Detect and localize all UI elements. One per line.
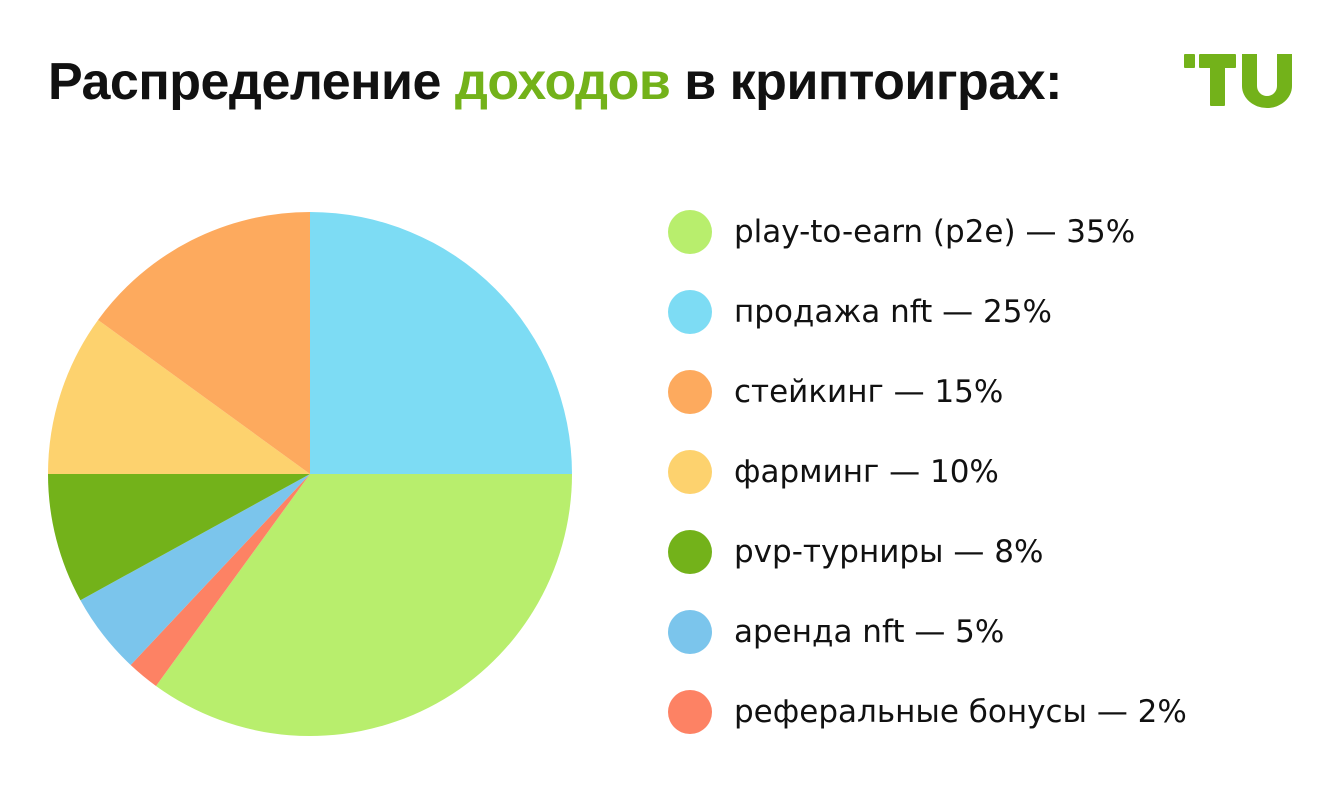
pie-slice-3: [98, 212, 310, 474]
legend-label: стейкинг — 15%: [734, 374, 1004, 410]
logo-t-left-serif: [1184, 54, 1195, 68]
legend-swatch: [668, 370, 712, 414]
pie-slice-5: [48, 474, 310, 601]
legend-item-1: play-to-earn (p2e) — 35%: [668, 192, 1187, 272]
pie-chart: [48, 212, 572, 736]
title-part-after: в криптоиграх:: [670, 53, 1062, 111]
legend-item-2: продажа nft — 25%: [668, 272, 1187, 352]
pie-slice-2: [310, 212, 572, 474]
pie-slice-6: [80, 474, 310, 665]
legend-item-7: реферальные бонусы — 2%: [668, 672, 1187, 752]
legend-label: продажа nft — 25%: [734, 294, 1052, 330]
legend-swatch: [668, 690, 712, 734]
pie-slice-7: [130, 474, 310, 686]
legend-swatch: [668, 530, 712, 574]
legend-swatch: [668, 450, 712, 494]
pie-slice-1: [156, 474, 572, 736]
title-part-before: Распределение: [48, 53, 455, 111]
logo-t-stem: [1210, 54, 1225, 106]
title-accent-word: доходов: [454, 53, 671, 111]
legend-swatch: [668, 290, 712, 334]
legend-label: pvp-турниры — 8%: [734, 534, 1044, 570]
legend-label: аренда nft — 5%: [734, 614, 1005, 650]
legend-swatch: [668, 210, 712, 254]
legend-item-6: аренда nft — 5%: [668, 592, 1187, 672]
logo-u: [1242, 54, 1292, 108]
legend-label: реферальные бонусы — 2%: [734, 694, 1187, 730]
legend-label: фарминг — 10%: [734, 454, 999, 490]
chart-legend: play-to-earn (p2e) — 35% продажа nft — 25…: [668, 206, 1187, 766]
legend-label: play-to-earn (p2e) — 35%: [734, 214, 1136, 250]
legend-item-3: стейкинг — 15%: [668, 352, 1187, 432]
legend-item-4: фарминг — 10%: [668, 432, 1187, 512]
tu-logo: [1184, 54, 1292, 108]
chart-title: Распределение доходов в криптоиграх:: [48, 52, 1062, 112]
legend-swatch: [668, 610, 712, 654]
pie-slice-4: [48, 320, 310, 474]
legend-item-5: pvp-турниры — 8%: [668, 512, 1187, 592]
